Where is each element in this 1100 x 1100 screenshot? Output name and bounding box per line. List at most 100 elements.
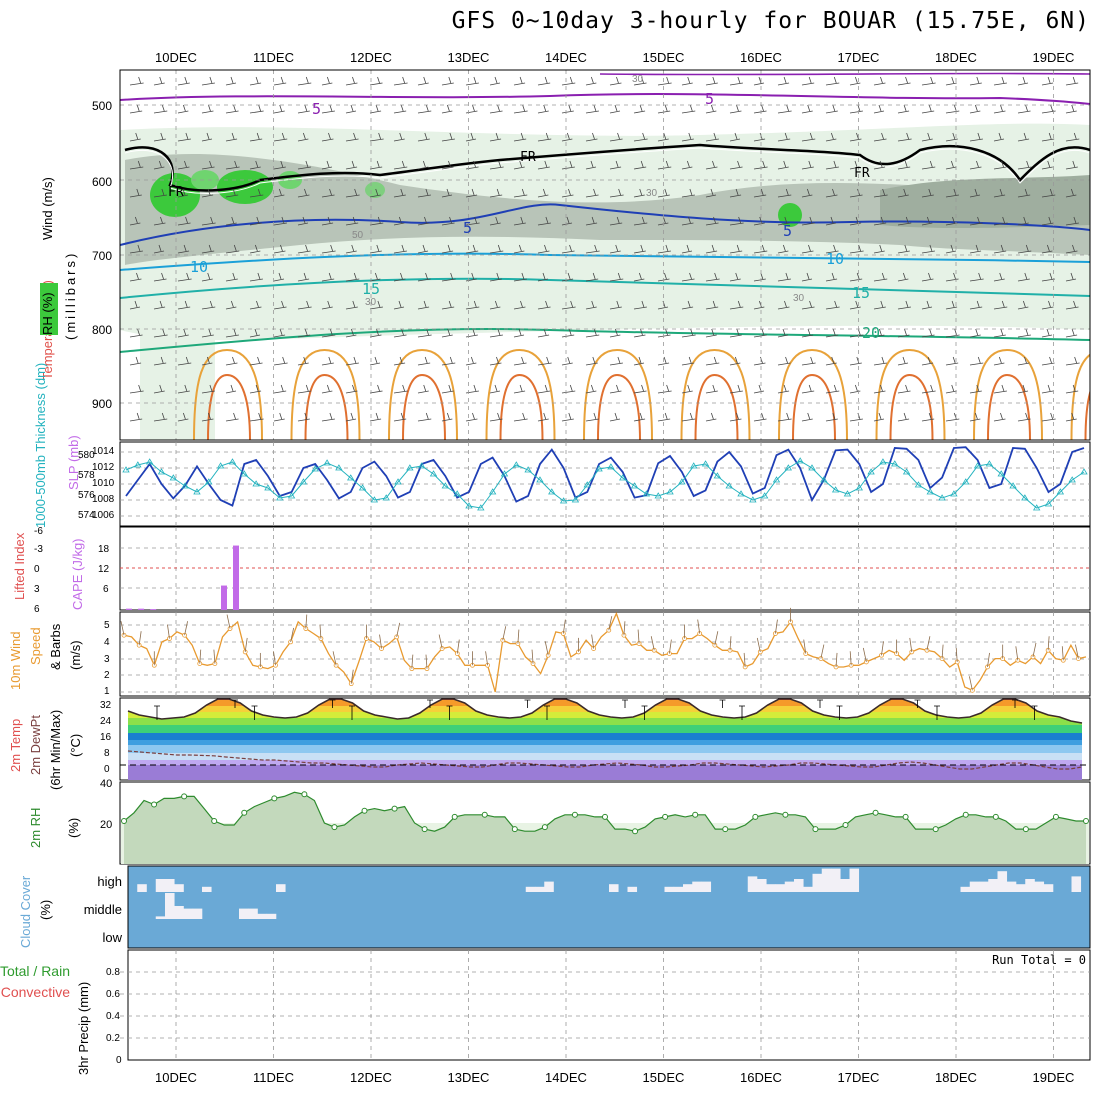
wind-barb bbox=[561, 104, 574, 114]
thickness-point bbox=[831, 486, 840, 493]
wind-barb bbox=[345, 272, 360, 282]
temp-minmax-whisker bbox=[739, 705, 745, 720]
wind-barb bbox=[393, 160, 408, 170]
wind-barb bbox=[225, 76, 237, 86]
wind-barb bbox=[993, 356, 1005, 366]
date-label-bottom: 16DEC bbox=[740, 1070, 782, 1085]
wind-barb bbox=[1065, 244, 1078, 254]
wind-barb bbox=[729, 132, 741, 142]
wind-barb bbox=[1041, 244, 1053, 254]
wind-barb bbox=[177, 76, 190, 86]
wind-barb bbox=[969, 272, 984, 282]
wind-barb bbox=[297, 188, 310, 198]
cloud-bar-high bbox=[849, 868, 860, 892]
precip-tick: 0.2 bbox=[106, 1033, 120, 1044]
temp-isotherm-30 bbox=[889, 373, 934, 440]
wind-barb bbox=[225, 356, 238, 366]
wind-barb bbox=[561, 272, 574, 282]
wind-barb bbox=[657, 132, 669, 142]
date-label-bottom: 13DEC bbox=[448, 1070, 490, 1085]
thickness-point bbox=[370, 496, 379, 503]
wind-barb bbox=[561, 412, 574, 422]
wind-barb-10m bbox=[517, 629, 520, 644]
cloud-bar-high bbox=[794, 879, 804, 892]
thickness-point bbox=[205, 478, 213, 485]
wind-barb bbox=[897, 412, 910, 422]
wind-barb bbox=[585, 76, 597, 86]
temp-isotherm-30 bbox=[1084, 389, 1090, 440]
wind-barb bbox=[777, 272, 791, 282]
wind-barb bbox=[369, 188, 381, 198]
thickness-point bbox=[749, 496, 757, 503]
slp-lines bbox=[122, 446, 1088, 511]
wind-barb bbox=[321, 160, 333, 170]
contour-label-t5: 5 bbox=[783, 222, 792, 240]
wind-barb bbox=[441, 412, 453, 422]
wind-barb bbox=[873, 216, 887, 226]
cloud-bar-middle bbox=[174, 906, 184, 919]
date-label-bottom: 12DEC bbox=[350, 1070, 392, 1085]
rh2m-tick: 40 bbox=[100, 778, 112, 790]
wind-barb-10m bbox=[835, 652, 838, 667]
rh-point bbox=[752, 813, 759, 820]
wind-barb bbox=[321, 328, 336, 338]
wind-barb bbox=[993, 412, 1006, 422]
wind-barb bbox=[609, 300, 622, 310]
thickness-point bbox=[938, 494, 946, 501]
wind-barb bbox=[681, 104, 696, 114]
wind-barb bbox=[465, 244, 479, 254]
wind-barb bbox=[777, 188, 792, 198]
rh-point bbox=[541, 824, 548, 831]
cape-bar bbox=[138, 608, 145, 610]
temp-band bbox=[128, 733, 1082, 740]
wind-barb bbox=[345, 384, 358, 394]
cape-bar bbox=[126, 608, 132, 610]
wind-barb bbox=[777, 356, 791, 366]
wind-barb bbox=[465, 188, 478, 198]
temp-isotherm-25 bbox=[290, 348, 361, 440]
wind-axis-label-b: Speed bbox=[28, 627, 43, 665]
wind-barb bbox=[393, 300, 405, 310]
wind-barb bbox=[393, 188, 406, 198]
wind-barb bbox=[393, 216, 405, 226]
thickness-point bbox=[902, 468, 911, 475]
wind-barb-10m bbox=[623, 621, 626, 636]
wind-barb bbox=[705, 188, 717, 198]
wind-barb bbox=[369, 412, 382, 422]
cloud-unit-label: (%) bbox=[38, 900, 53, 920]
wind-barb-10m bbox=[849, 651, 852, 666]
wind-barb bbox=[897, 160, 911, 170]
wind-barb bbox=[513, 384, 526, 394]
wind-barb bbox=[273, 132, 288, 142]
wind-barb bbox=[897, 356, 909, 366]
cape-bar bbox=[233, 545, 239, 610]
wind-barb bbox=[585, 356, 598, 366]
cloud-bar-high bbox=[673, 886, 684, 892]
thickness-point bbox=[417, 462, 426, 469]
wind-barb bbox=[561, 160, 575, 170]
wind-barb bbox=[945, 188, 959, 198]
wind-barb bbox=[417, 412, 432, 422]
wind-barb bbox=[705, 328, 717, 338]
wind-barb bbox=[489, 328, 503, 338]
thickness-point bbox=[962, 478, 970, 485]
wind-barb bbox=[633, 356, 645, 366]
thickness-point bbox=[441, 482, 450, 489]
wind-barb bbox=[249, 216, 262, 226]
wind-barb-10m bbox=[438, 634, 443, 649]
wind-barb bbox=[681, 412, 696, 422]
wind-barb bbox=[729, 356, 741, 366]
wind-barb bbox=[729, 412, 742, 422]
contour-label-rh30: 30 bbox=[632, 74, 644, 85]
thickness-series-line bbox=[125, 460, 1085, 509]
temp-band bbox=[128, 753, 1082, 760]
rh-point bbox=[932, 826, 939, 833]
wind-barb bbox=[1017, 272, 1030, 282]
temp-minmax-whisker bbox=[641, 705, 648, 720]
temp-isotherm-25 bbox=[875, 348, 946, 440]
wind-barb-10m bbox=[319, 624, 322, 639]
cape-lifted-index-panel: -6 -3 0 3 6 18 12 6 Lifted Index CAPE (J… bbox=[12, 526, 1091, 615]
wind-barb-10m bbox=[1015, 646, 1019, 661]
wind-barb bbox=[681, 132, 694, 142]
wind-10m-panel: 5 4 3 2 1 10m Wind Speed & Barbs (m/s) bbox=[8, 607, 1091, 697]
